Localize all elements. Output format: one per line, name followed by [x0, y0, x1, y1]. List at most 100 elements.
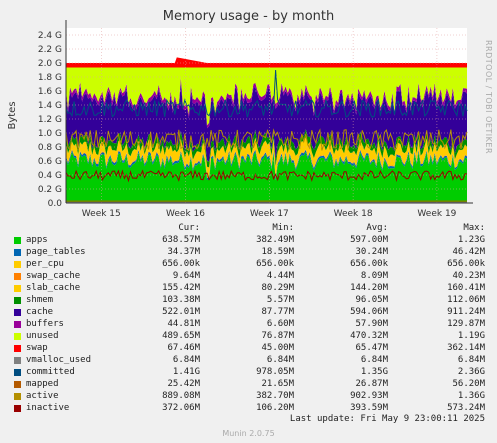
- legend-value-avg: 8.09M: [360, 271, 388, 281]
- legend-swatch: [14, 273, 21, 280]
- y-tick-label: 2.4 G: [38, 31, 62, 41]
- legend-value-max: 129.87M: [447, 319, 485, 329]
- legend-value-max: 911.24M: [447, 307, 485, 317]
- x-tick-label: Week 16: [166, 209, 205, 219]
- legend-value-max: 160.41M: [447, 283, 485, 293]
- legend-value-avg: 144.20M: [350, 283, 388, 293]
- legend-series-name: shmem: [26, 295, 54, 305]
- legend-value-cur: 372.06M: [162, 403, 200, 413]
- legend-series-name: vmalloc_used: [26, 355, 92, 365]
- legend-value-min: 21.65M: [261, 379, 294, 389]
- legend-value-avg: 96.05M: [355, 295, 388, 305]
- legend-value-avg: 57.90M: [355, 319, 388, 329]
- legend-series-name: apps: [26, 235, 48, 245]
- legend-row-slab-cache: slab_cache 155.42M 80.29M 144.20M 160.41M: [0, 283, 497, 295]
- line-inactive: [65, 169, 467, 183]
- last-update: Last update: Fri May 9 23:00:11 2025: [289, 414, 485, 424]
- legend-value-avg: 470.32M: [350, 331, 388, 341]
- chart-title: Memory usage - by month: [162, 9, 335, 24]
- legend-value-min: 978.05M: [256, 367, 294, 377]
- legend-value-cur: 1.41G: [172, 367, 200, 377]
- legend-value-avg: 902.93M: [350, 391, 388, 401]
- x-tick-label: Week 15: [82, 209, 121, 219]
- area-unused: [66, 67, 467, 126]
- header-max: Max:: [463, 223, 485, 233]
- legend-swatch: [14, 357, 21, 364]
- legend-value-max: 56.20M: [452, 379, 485, 389]
- x-tick-label: Week 19: [417, 209, 456, 219]
- legend-value-min: 5.57M: [266, 295, 294, 305]
- legend-value-avg: 1.35G: [360, 367, 388, 377]
- legend-row-apps: apps 638.57M 382.49M 597.00M 1.23G: [0, 235, 497, 247]
- legend-value-max: 2.36G: [457, 367, 485, 377]
- legend-series-name: buffers: [26, 319, 64, 329]
- rrdtool-credit: RRDTOOL / TOBI OETIKER: [484, 40, 493, 155]
- x-tick-label: Week 17: [250, 209, 289, 219]
- legend-value-max: 6.84M: [457, 355, 485, 365]
- legend-series-name: cache: [26, 307, 54, 317]
- area-cache: [66, 81, 467, 162]
- y-tick-label: 1.6 G: [38, 87, 62, 97]
- legend-value-max: 46.42M: [452, 247, 485, 257]
- legend-value-max: 573.24M: [447, 403, 485, 413]
- y-tick-label: 0.8 G: [38, 143, 62, 153]
- legend-row-committed: committed 1.41G 978.05M 1.35G 2.36G: [0, 367, 497, 379]
- legend-row-unused: unused 489.65M 76.87M 470.32M 1.19G: [0, 331, 497, 343]
- x-tick-label: Week 18: [334, 209, 373, 219]
- legend-value-min: 45.00M: [261, 343, 294, 353]
- legend-value-max: 656.00k: [447, 259, 485, 269]
- legend-value-min: 6.60M: [266, 319, 294, 329]
- legend-row-vmalloc-used: vmalloc_used 6.84M 6.84M 6.84M 6.84M: [0, 355, 497, 367]
- legend-value-cur: 656.00k: [162, 259, 200, 269]
- legend-value-cur: 25.42M: [167, 379, 200, 389]
- y-tick-label: 2.2 G: [38, 45, 62, 55]
- legend-value-min: 6.84M: [266, 355, 294, 365]
- legend-value-max: 1.36G: [457, 391, 485, 401]
- y-tick-label: 1.4 G: [38, 101, 62, 111]
- legend-value-avg: 594.06M: [350, 307, 388, 317]
- legend-swatch: [14, 237, 21, 244]
- legend-swatch: [14, 393, 21, 400]
- line-active: [65, 128, 468, 152]
- y-tick-label: 0.0: [48, 199, 63, 209]
- legend-swatch: [14, 321, 21, 328]
- legend-value-avg: 65.47M: [355, 343, 388, 353]
- y-tick-label: 0.4 G: [38, 171, 62, 181]
- legend-value-cur: 489.65M: [162, 331, 200, 341]
- legend-series-name: inactive: [26, 403, 70, 413]
- area-swap: [66, 57, 467, 68]
- header-avg: Avg:: [366, 223, 388, 233]
- header-min: Min:: [272, 223, 294, 233]
- y-tick-label: 1.2 G: [38, 115, 62, 125]
- legend-swatch: [14, 369, 21, 376]
- legend-value-avg: 26.87M: [355, 379, 388, 389]
- legend-row-shmem: shmem 103.38M 5.57M 96.05M 112.06M: [0, 295, 497, 307]
- legend-series-name: swap: [26, 343, 48, 353]
- legend-value-max: 1.19G: [457, 331, 485, 341]
- legend-series-name: page_tables: [26, 247, 86, 257]
- legend-value-avg: 6.84M: [360, 355, 388, 365]
- y-tick-label: 2.0 G: [38, 59, 62, 69]
- legend-series-name: slab_cache: [26, 283, 81, 293]
- legend-row-page-tables: page_tables 34.37M 18.59M 30.24M 46.42M: [0, 247, 497, 259]
- legend-series-name: unused: [26, 331, 59, 341]
- legend-row-mapped: mapped 25.42M 21.65M 26.87M 56.20M: [0, 379, 497, 391]
- legend-swatch: [14, 345, 21, 352]
- legend-value-max: 1.23G: [457, 235, 485, 245]
- y-tick-label: 1.8 G: [38, 73, 62, 83]
- y-tick-label: 0.2 G: [38, 185, 62, 195]
- legend-series-name: active: [26, 391, 59, 401]
- legend-swatch: [14, 261, 21, 268]
- legend-swatch: [14, 333, 21, 340]
- legend-value-min: 382.49M: [256, 235, 294, 245]
- legend-value-min: 656.00k: [256, 259, 294, 269]
- legend-value-avg: 656.00k: [350, 259, 388, 269]
- legend-value-min: 87.77M: [261, 307, 294, 317]
- area-apps: [66, 151, 467, 203]
- munin-version: Munin 2.0.75: [222, 429, 275, 438]
- legend-value-cur: 9.64M: [172, 271, 200, 281]
- legend-row-buffers: buffers 44.81M 6.60M 57.90M 129.87M: [0, 319, 497, 331]
- legend-value-min: 4.44M: [266, 271, 294, 281]
- legend-swatch: [14, 297, 21, 304]
- legend-row-inactive: inactive 372.06M 106.20M 393.59M 573.24M: [0, 403, 497, 415]
